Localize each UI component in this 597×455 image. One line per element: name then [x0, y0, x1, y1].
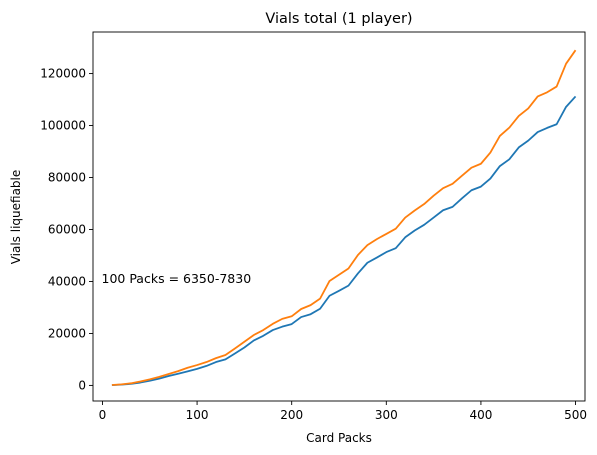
y-tick-label: 40000 — [48, 274, 86, 288]
y-tick-label: 80000 — [48, 171, 86, 185]
y-tick-label: 100000 — [40, 119, 86, 133]
x-tick-label: 200 — [280, 408, 303, 422]
y-axis-label: Vials liquefiable — [9, 170, 23, 265]
plot-area: 0 100 200 300 400 500 0 20000 40000 60000 80000 100… — [40, 31, 587, 422]
annotation-text: 100 Packs = 6350-7830 — [102, 271, 252, 286]
series-line-2 — [111, 49, 577, 386]
x-axis-label: Card Packs — [306, 431, 372, 445]
chart-title: Vials total (1 player) — [265, 11, 412, 27]
axes-frame — [92, 31, 586, 402]
y-tick-label: 20000 — [48, 326, 86, 340]
series-line-1 — [111, 95, 577, 387]
x-tick-label: 400 — [469, 408, 492, 422]
x-tick-label: 500 — [564, 408, 587, 422]
y-tick-label: 120000 — [40, 67, 86, 81]
y-tick-label: 0 — [78, 378, 86, 392]
x-tick-label: 0 — [99, 408, 107, 422]
x-tick-label: 300 — [375, 408, 398, 422]
y-tick-label: 60000 — [48, 222, 86, 236]
x-tick-label: 100 — [186, 408, 209, 422]
